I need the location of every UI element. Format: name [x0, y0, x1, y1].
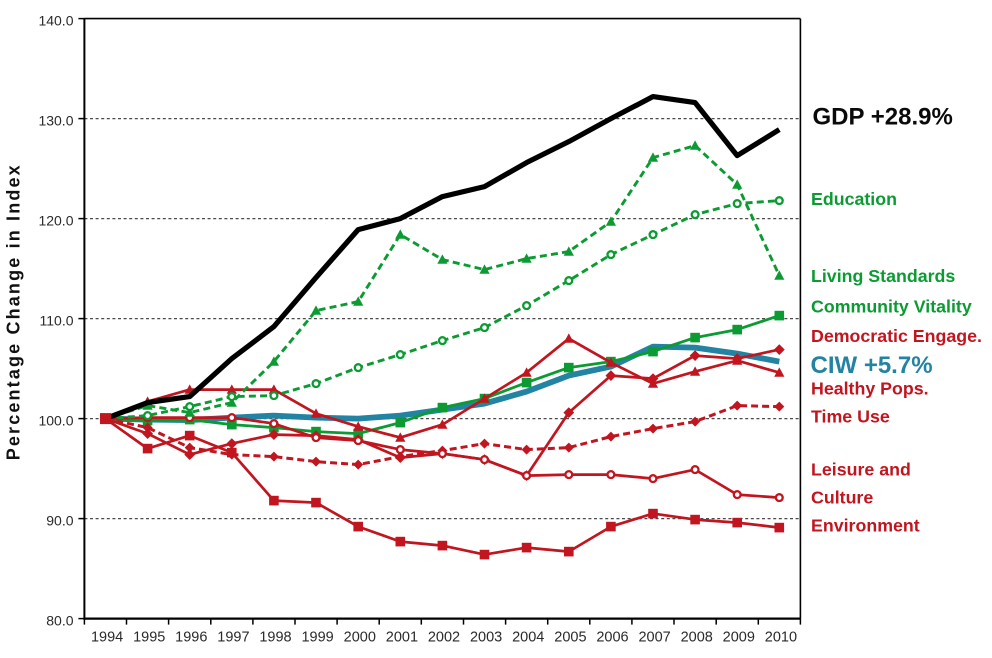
svg-text:90.0: 90.0	[46, 513, 73, 529]
svg-text:2009: 2009	[723, 630, 755, 646]
svg-text:Community Vitality: Community Vitality	[811, 296, 972, 316]
svg-text:1996: 1996	[175, 630, 207, 646]
svg-text:120.0: 120.0	[38, 213, 73, 229]
svg-text:CIW +5.7%: CIW +5.7%	[811, 352, 933, 379]
svg-text:2010: 2010	[765, 630, 797, 646]
svg-text:100.0: 100.0	[38, 413, 73, 429]
svg-text:2002: 2002	[428, 630, 460, 646]
svg-text:2003: 2003	[470, 630, 502, 646]
svg-text:Environment: Environment	[811, 516, 920, 536]
svg-text:2001: 2001	[386, 630, 418, 646]
svg-text:Leisure and: Leisure and	[811, 459, 911, 479]
svg-text:2006: 2006	[596, 630, 628, 646]
svg-text:Democratic Engage.: Democratic Engage.	[811, 326, 982, 346]
svg-text:140.0: 140.0	[38, 13, 73, 29]
svg-text:80.0: 80.0	[46, 613, 73, 629]
svg-text:Percentage Change in Index: Percentage Change in Index	[4, 165, 24, 460]
svg-text:2007: 2007	[638, 630, 670, 646]
svg-text:2005: 2005	[554, 630, 586, 646]
svg-text:110.0: 110.0	[40, 313, 74, 329]
svg-text:1998: 1998	[259, 630, 291, 646]
svg-text:GDP +28.9%: GDP +28.9%	[813, 103, 953, 130]
svg-text:Living Standards: Living Standards	[811, 266, 955, 286]
svg-text:Education: Education	[811, 189, 897, 209]
svg-text:2000: 2000	[344, 630, 376, 646]
svg-text:Healthy Pops.: Healthy Pops.	[811, 379, 929, 399]
svg-text:Time Use: Time Use	[811, 407, 890, 427]
svg-text:Culture: Culture	[811, 488, 873, 508]
svg-text:1994: 1994	[91, 630, 123, 646]
svg-text:1999: 1999	[301, 630, 333, 646]
svg-text:2004: 2004	[512, 630, 544, 646]
svg-text:2008: 2008	[681, 630, 713, 646]
svg-text:1995: 1995	[133, 630, 165, 646]
svg-text:1997: 1997	[217, 630, 249, 646]
svg-text:130.0: 130.0	[38, 113, 73, 129]
